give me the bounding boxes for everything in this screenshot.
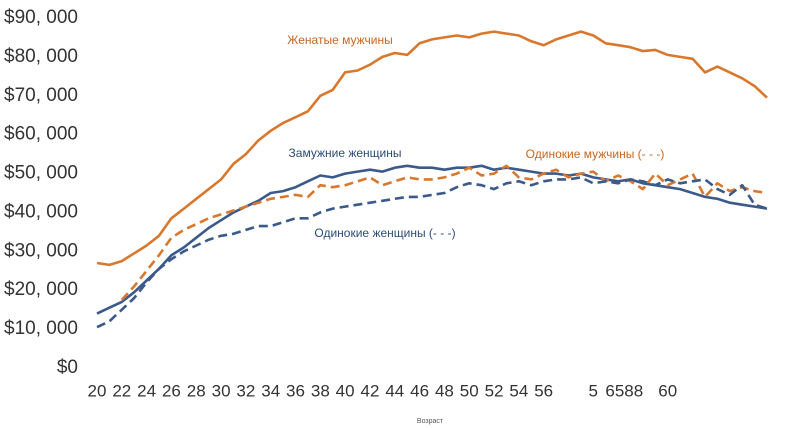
x-tick-label: 44 <box>385 381 404 400</box>
x-tick-label: 28 <box>187 381 206 400</box>
series-line <box>120 164 768 301</box>
x-tick-label: 20 <box>88 381 107 400</box>
x-tick-label: 54 <box>509 381 528 400</box>
x-tick-label: 46 <box>410 381 429 400</box>
x-tick-label: 24 <box>137 381 156 400</box>
x-tick-label: 22 <box>112 381 131 400</box>
x-tick-label: 60 <box>658 381 677 400</box>
x-tick-label: 48 <box>435 381 454 400</box>
series-label: Женатые мужчины <box>287 33 392 47</box>
y-tick-label: $70, 000 <box>4 85 78 106</box>
x-axis-label: Возраст <box>417 418 444 425</box>
x-tick-label: 36 <box>286 381 305 400</box>
x-tick-label: 40 <box>336 381 355 400</box>
series-line <box>96 30 768 267</box>
x-tick-label: 42 <box>361 381 380 400</box>
x-tick-label: 5 <box>589 381 598 400</box>
series-label: Замужние женщины <box>289 146 402 160</box>
x-tick-label: 56 <box>534 381 553 400</box>
series-label: Одинокие женщины (- - -) <box>314 226 455 240</box>
x-tick-label: 52 <box>485 381 504 400</box>
y-tick-label: $30, 000 <box>4 240 78 261</box>
x-tick-label: 32 <box>236 381 255 400</box>
y-tick-label: $50, 000 <box>4 163 78 184</box>
x-tick-label: 50 <box>460 381 479 400</box>
x-tick-label: 38 <box>311 381 330 400</box>
y-tick-label: $60, 000 <box>4 124 78 145</box>
x-tick-label: 26 <box>162 381 181 400</box>
y-tick-label: $40, 000 <box>4 201 78 222</box>
y-tick-label: $90, 000 <box>4 7 78 28</box>
y-tick-label: $0 <box>57 357 78 378</box>
y-tick-label: $20, 000 <box>4 279 78 300</box>
x-tick-label: 30 <box>212 381 231 400</box>
series-label: Одинокие мужчины (- - -) <box>526 147 665 161</box>
x-tick-label: 6588 <box>605 381 643 400</box>
series-line <box>96 176 768 329</box>
y-tick-label: $80, 000 <box>4 46 78 67</box>
x-tick-label: 34 <box>261 381 280 400</box>
y-tick-label: $10, 000 <box>4 318 78 339</box>
